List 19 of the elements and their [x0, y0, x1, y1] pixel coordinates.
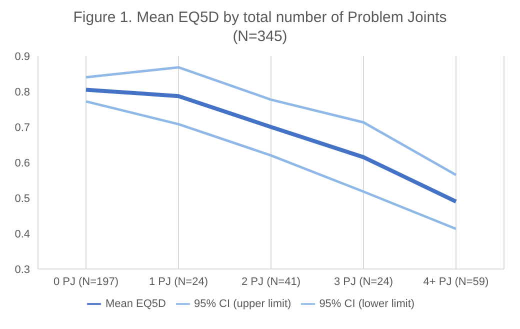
y-tick-label: 0.9 [14, 50, 30, 63]
legend-label: 95% CI (upper limit) [194, 298, 292, 310]
x-tick-label: 1 PJ (N=24) [149, 276, 208, 288]
x-tick-label: 4+ PJ (N=59) [423, 276, 489, 288]
y-tick-label: 0.4 [14, 228, 30, 240]
y-tick-label: 0.3 [14, 264, 30, 276]
line-series [84, 88, 458, 204]
x-tick-label: 0 PJ (N=197) [53, 276, 119, 288]
line-series [84, 100, 458, 230]
y-tick-label: 0.7 [14, 122, 30, 134]
legend-label: Mean EQ5D [105, 298, 166, 310]
chart-title: Figure 1. Mean EQ5D by total number of Problem Joints (N=345) [72, 8, 448, 46]
legend-label: 95% CI (lower limit) [319, 298, 415, 310]
y-tick-label: 0.5 [14, 192, 30, 205]
line-series [84, 66, 458, 176]
x-tick-label: 2 PJ (N=41) [242, 276, 300, 288]
y-tick-label: 0.6 [14, 157, 30, 170]
y-tick-label: 0.8 [14, 86, 30, 98]
x-tick-label: 3 PJ (N=24) [334, 276, 393, 288]
